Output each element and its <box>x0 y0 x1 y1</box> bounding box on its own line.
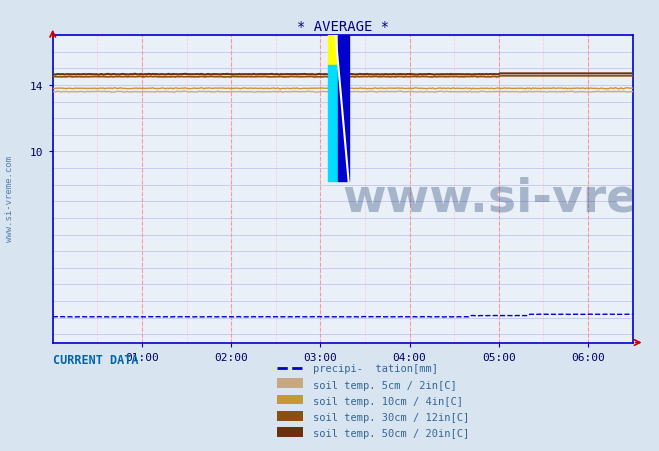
Text: soil temp. 30cm / 12in[C]: soil temp. 30cm / 12in[C] <box>313 412 469 422</box>
Bar <box>338 0 349 182</box>
Text: www.si-vreme.com: www.si-vreme.com <box>5 156 14 241</box>
Text: soil temp. 50cm / 20in[C]: soil temp. 50cm / 20in[C] <box>313 428 469 438</box>
Text: soil temp. 5cm / 2in[C]: soil temp. 5cm / 2in[C] <box>313 380 457 390</box>
Title: * AVERAGE *: * AVERAGE * <box>297 19 389 33</box>
Text: precipi-  tation[mm]: precipi- tation[mm] <box>313 364 438 373</box>
Text: CURRENT DATA: CURRENT DATA <box>53 353 138 366</box>
Text: www.si-vreme.com: www.si-vreme.com <box>343 176 659 221</box>
Bar <box>328 66 338 182</box>
Bar <box>328 0 338 66</box>
Text: soil temp. 10cm / 4in[C]: soil temp. 10cm / 4in[C] <box>313 396 463 406</box>
